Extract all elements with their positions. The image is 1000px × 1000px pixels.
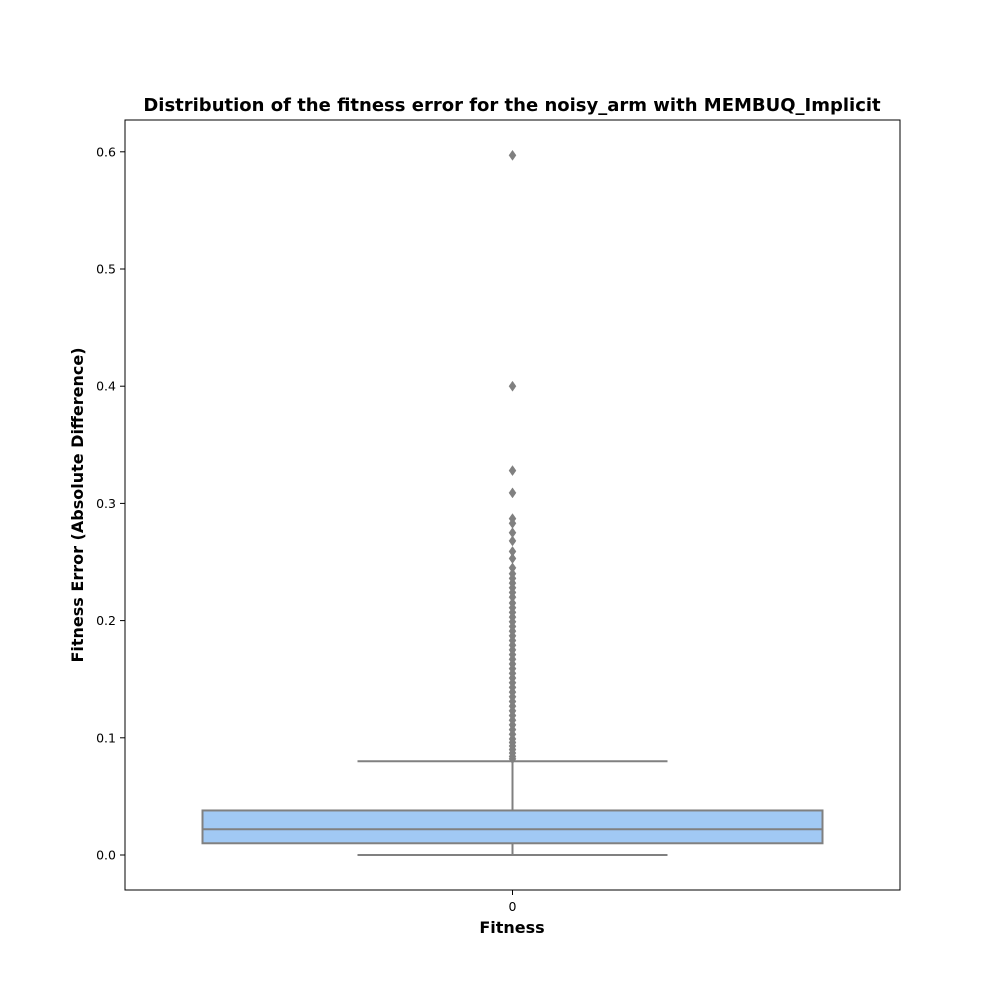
x-tick-label: 0 — [509, 899, 517, 914]
y-tick-label: 0.6 — [96, 144, 116, 159]
y-axis: 0.0 0.1 0.2 0.3 0.4 0.5 0.6 — [96, 144, 125, 863]
x-axis: 0 — [509, 890, 517, 914]
outlier-point — [508, 465, 517, 477]
box-series — [201, 760, 824, 856]
outlier-point — [508, 380, 517, 392]
outlier-point — [508, 553, 517, 564]
y-tick-label: 0.1 — [96, 730, 116, 745]
y-tick-label: 0.0 — [96, 848, 116, 863]
y-axis-label: Fitness Error (Absolute Difference) — [68, 347, 87, 662]
y-tick-label: 0.5 — [96, 262, 116, 277]
chart-title: Distribution of the fitness error for th… — [143, 95, 881, 116]
x-axis-label: Fitness — [479, 918, 544, 937]
y-tick-label: 0.4 — [96, 379, 116, 394]
outlier-series — [508, 149, 517, 765]
outlier-point — [508, 535, 517, 547]
box-iqr — [201, 809, 824, 845]
y-tick-label: 0.2 — [96, 613, 116, 628]
outlier-point — [508, 753, 517, 765]
outlier-point — [508, 149, 517, 161]
y-tick-label: 0.3 — [96, 496, 116, 511]
outlier-point — [508, 487, 517, 499]
